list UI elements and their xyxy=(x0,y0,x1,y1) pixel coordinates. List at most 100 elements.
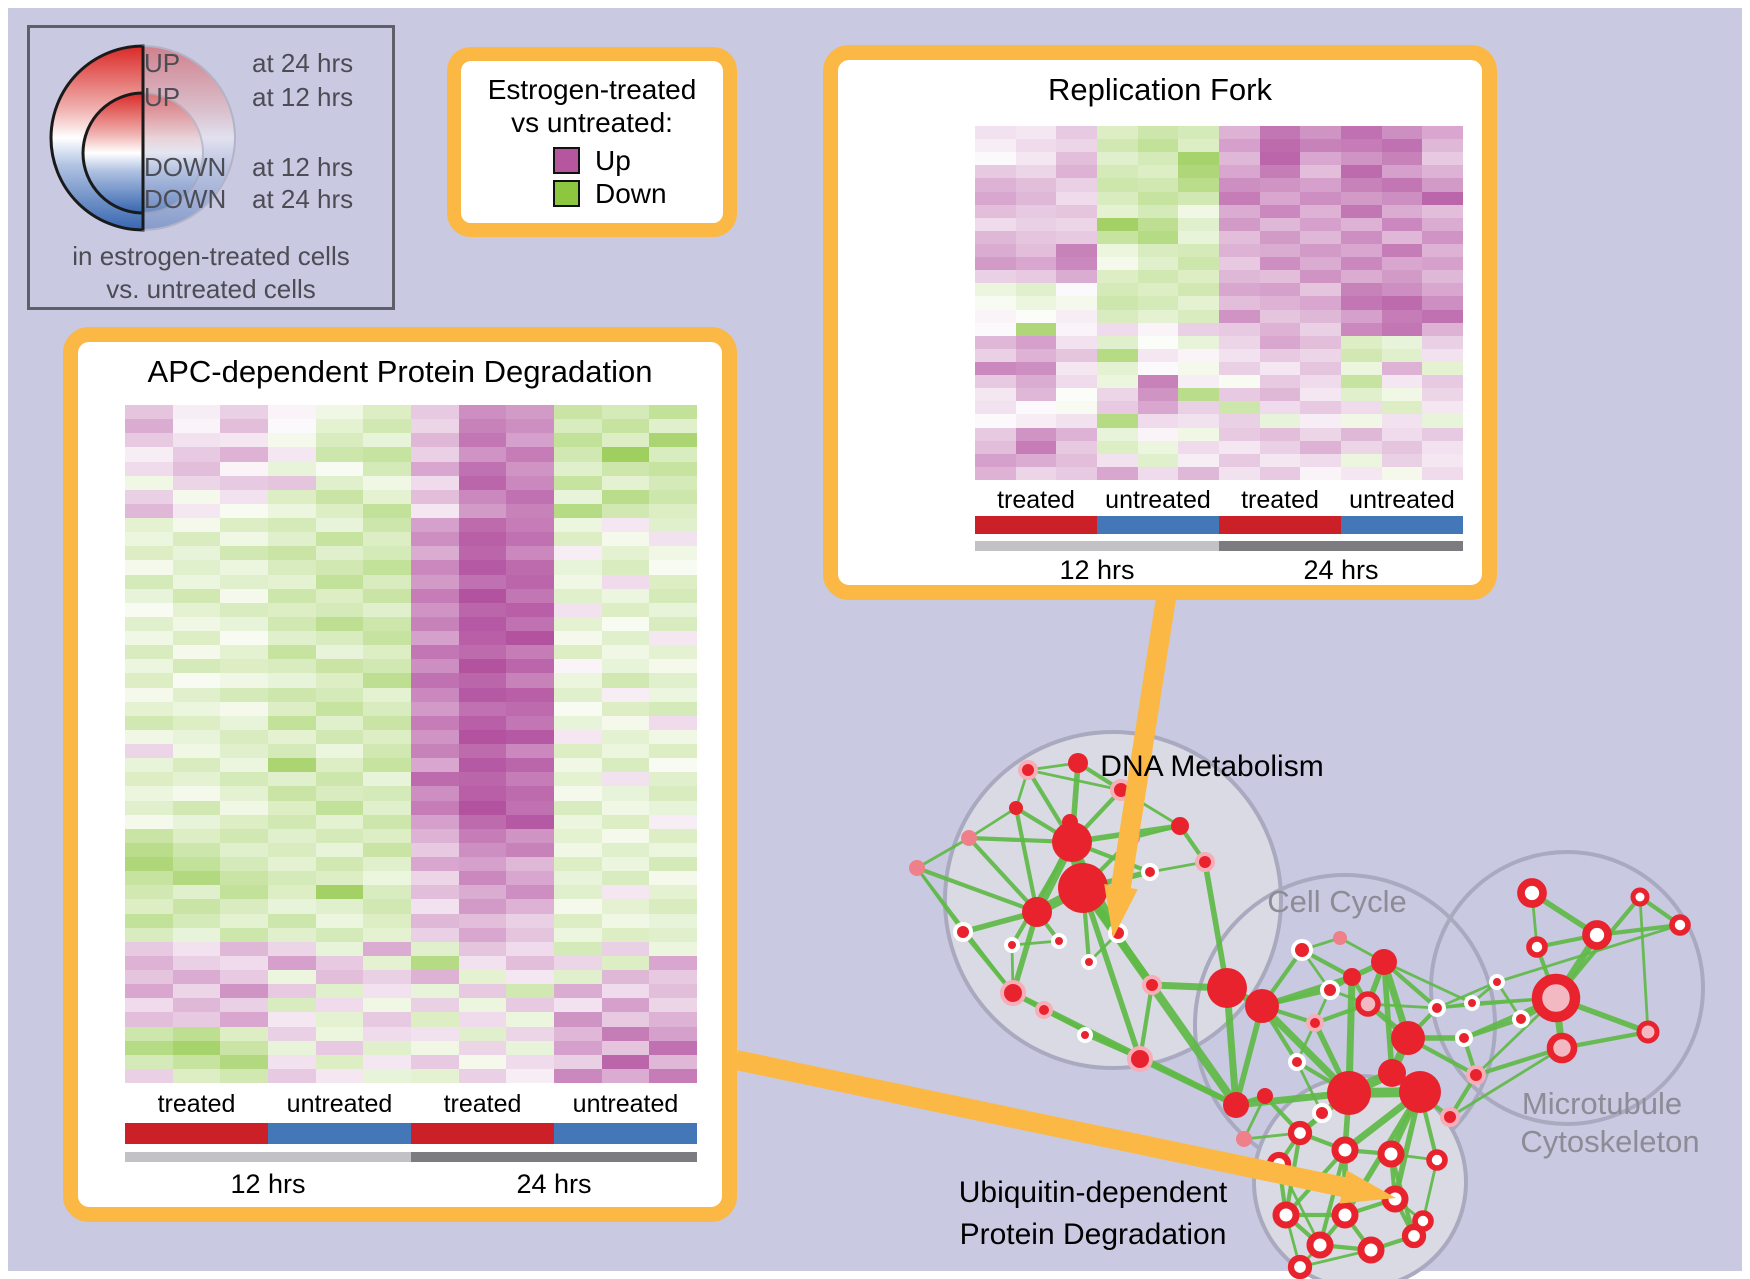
heatmap-cell xyxy=(601,673,650,688)
heatmap-cell xyxy=(1056,230,1097,244)
heatmap-cell xyxy=(1097,335,1138,349)
heatmap-cell xyxy=(506,941,554,956)
heatmap-cell xyxy=(1137,414,1179,428)
heatmap-cell xyxy=(363,1040,411,1055)
heatmap-cell xyxy=(649,701,697,716)
heatmap-cell xyxy=(220,998,268,1013)
heatmap-cell xyxy=(315,885,364,900)
heatmap-cell xyxy=(1056,191,1097,205)
heatmap-cell xyxy=(601,955,650,970)
heatmap-cell xyxy=(411,518,459,533)
heatmap-cell xyxy=(1097,204,1138,218)
heatmap-cell xyxy=(1300,440,1341,454)
heatmap-cell xyxy=(1300,453,1341,467)
heatmap-cell xyxy=(458,645,507,660)
heatmap-cell xyxy=(1097,178,1138,192)
network-node xyxy=(1051,933,1067,949)
heatmap-cell xyxy=(1341,414,1382,428)
condition-label: treated xyxy=(997,486,1075,514)
heatmap-cell xyxy=(506,532,554,547)
heatmap-cell xyxy=(220,715,268,730)
heatmap-cell xyxy=(1341,401,1382,415)
heatmap-cell xyxy=(554,1068,602,1083)
heatmap-cell xyxy=(315,772,364,787)
network-node xyxy=(909,860,925,876)
heatmap-cell xyxy=(1137,126,1179,140)
heatmap-cell xyxy=(315,405,364,420)
heatmap-cell xyxy=(601,518,650,533)
heatmap-cell xyxy=(506,574,554,589)
heatmap-cell xyxy=(1219,388,1260,402)
heatmap-cell xyxy=(268,871,316,886)
heatmap-cell xyxy=(1015,309,1057,323)
heatmap-cell xyxy=(601,842,650,857)
heatmap-cell xyxy=(975,152,1016,166)
heatmap-cell xyxy=(125,1012,173,1027)
untreated-bar xyxy=(1097,516,1219,534)
heatmap-cell xyxy=(1097,401,1138,415)
heatmap-cell xyxy=(220,955,268,970)
heatmap-cell xyxy=(363,729,411,744)
heatmap-cell xyxy=(125,1054,173,1069)
heatmap-cell xyxy=(975,165,1016,179)
heatmap-cell xyxy=(1300,152,1341,166)
heatmap-cell xyxy=(1015,388,1057,402)
network-node xyxy=(1371,949,1397,975)
network-node xyxy=(1127,1046,1153,1072)
heatmap-cell xyxy=(1178,178,1219,192)
heatmap-cell xyxy=(1015,375,1057,389)
heatmap-cell xyxy=(975,270,1016,284)
heatmap-cell xyxy=(506,786,554,801)
heatmap-cell xyxy=(1422,296,1463,310)
heatmap-cell xyxy=(363,885,411,900)
heatmap-cell xyxy=(458,532,507,547)
heatmap-cell xyxy=(125,518,173,533)
heatmap-cell xyxy=(554,800,602,815)
heatmap-cell xyxy=(268,503,316,518)
heatmap-cell xyxy=(601,927,650,942)
heatmap-cell xyxy=(411,419,459,434)
heatmap-cell xyxy=(601,602,650,617)
heatmap-cell xyxy=(1015,296,1057,310)
heatmap-cell xyxy=(554,503,602,518)
heatmap-cell xyxy=(1056,309,1097,323)
network-node xyxy=(1291,939,1313,961)
network-node xyxy=(1312,1103,1332,1123)
network-node xyxy=(1377,1140,1405,1168)
heatmap-cell xyxy=(172,715,221,730)
heatmap-cell xyxy=(1381,165,1423,179)
heatmap-cell xyxy=(268,687,316,702)
heatmap-cell xyxy=(1219,191,1260,205)
heatmap-cell xyxy=(554,518,602,533)
inner-ring-left-half xyxy=(81,91,145,215)
heatmap-cell xyxy=(649,715,697,730)
heatmap-cell xyxy=(1219,296,1260,310)
heatmap-cell xyxy=(1259,139,1301,153)
heatmap-cell xyxy=(1300,270,1341,284)
heatmap-cell xyxy=(1097,322,1138,336)
heatmap-cell xyxy=(411,955,459,970)
heatmap-cell xyxy=(506,885,554,900)
heatmap-cell xyxy=(601,645,650,660)
heatmap-cell xyxy=(1097,243,1138,258)
heatmap-cell xyxy=(1422,348,1463,362)
heatmap-cell xyxy=(1259,440,1301,454)
heatmap-cell xyxy=(315,687,364,702)
heatmap-cell xyxy=(1137,466,1179,480)
heatmap-cell xyxy=(1219,270,1260,284)
heatmap-cell xyxy=(172,1012,221,1027)
heatmap-cell xyxy=(601,786,650,801)
heatmap-cell xyxy=(172,998,221,1013)
heatmap-cell xyxy=(1015,230,1057,244)
heatmap-cell xyxy=(649,998,697,1013)
heatmap-cell xyxy=(649,842,697,857)
heatmap-cell xyxy=(1097,414,1138,428)
heatmap-cell xyxy=(411,857,459,872)
heatmap-cell xyxy=(506,1012,554,1027)
heatmap-cell xyxy=(125,602,173,617)
condition-label: untreated xyxy=(572,1090,679,1118)
heatmap-cell xyxy=(315,941,364,956)
heatmap-cell xyxy=(363,489,411,504)
heatmap-cell xyxy=(268,828,316,843)
heatmap-cell xyxy=(172,616,221,631)
